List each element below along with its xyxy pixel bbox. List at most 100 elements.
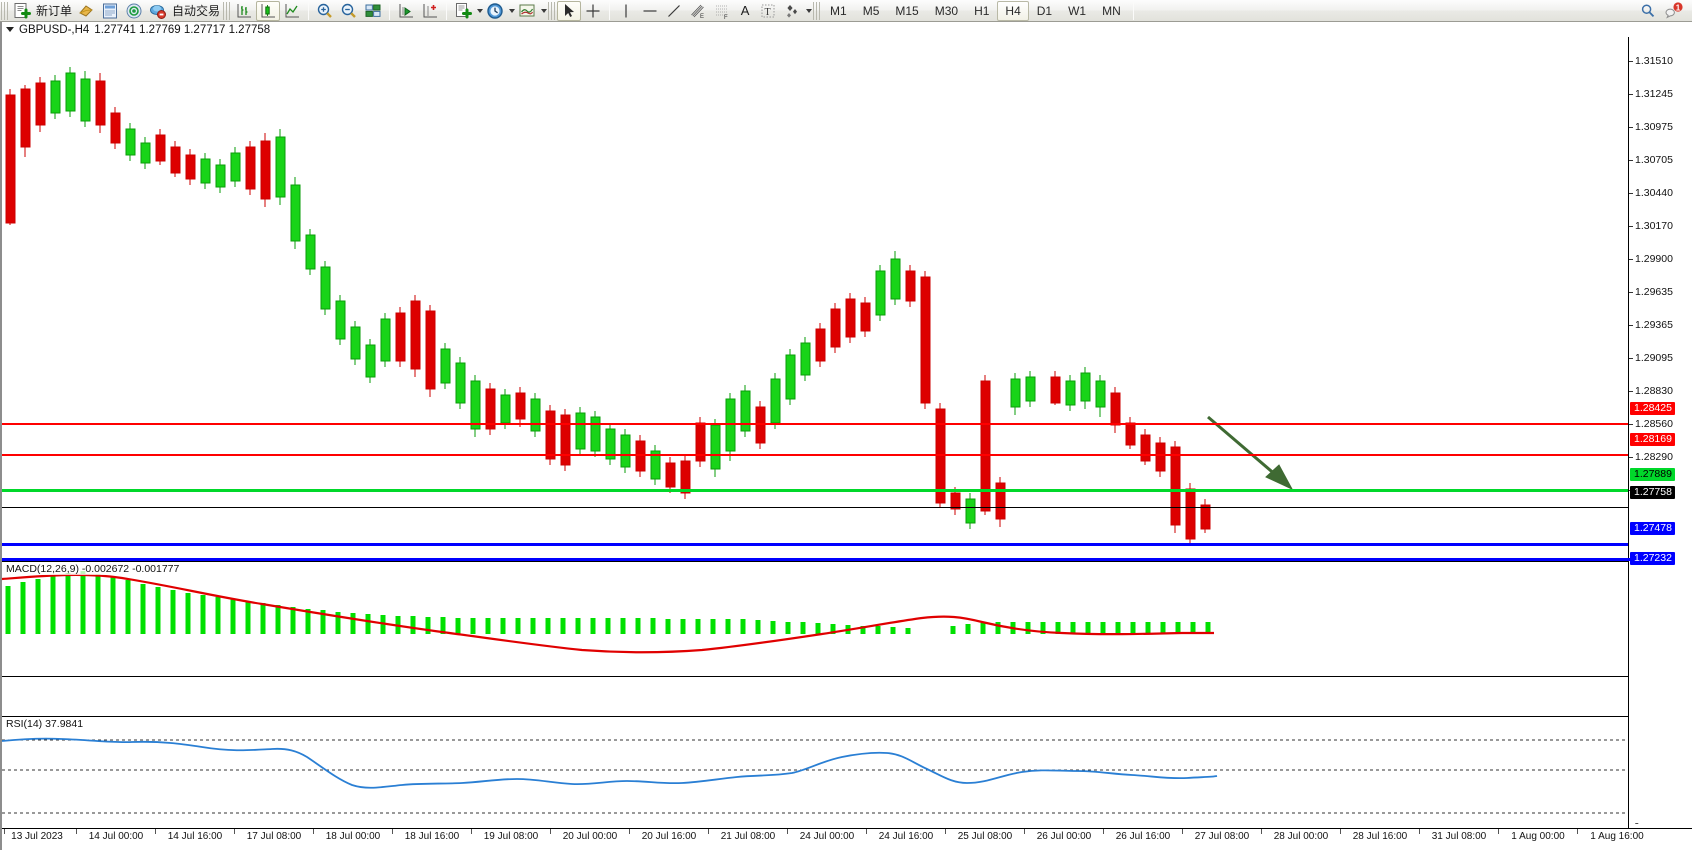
timeframe-h1[interactable]: H1 [974, 3, 990, 18]
timeframe-mn[interactable]: MN [1102, 3, 1121, 18]
chart-window[interactable]: GBPUSD-,H4 1.27741 1.27769 1.27717 1.277… [0, 22, 1692, 850]
chart-menu-caret-icon[interactable] [6, 27, 14, 32]
toolbar-grip-3[interactable] [548, 1, 556, 20]
macd-chart-svg [2, 571, 1214, 654]
indicators-caret-icon[interactable] [477, 8, 484, 13]
templates-caret-icon[interactable] [541, 8, 548, 13]
trendline-button[interactable] [662, 1, 686, 21]
price-label-resistance-1[interactable]: 1.28425 [1630, 402, 1675, 415]
resistance-line-1[interactable] [2, 423, 1630, 425]
expert-advisors-button[interactable] [74, 1, 98, 21]
price-pane[interactable] [2, 37, 1630, 558]
text-icon: A [740, 2, 750, 18]
search-button[interactable] [1636, 1, 1660, 21]
bar-chart-button[interactable] [232, 1, 256, 21]
price-tick-2: 1.30975 [1629, 121, 1673, 133]
periods-clock-icon [487, 2, 503, 19]
periods-button[interactable] [483, 1, 507, 21]
chart-shift-button[interactable] [394, 1, 418, 21]
timeframe-m5[interactable]: M5 [862, 3, 880, 18]
timeframe-m15[interactable]: M15 [895, 3, 919, 18]
time-sep-7 [550, 829, 551, 834]
timeframe-w1[interactable]: W1 [1068, 3, 1087, 18]
time-tick-1: 14 Jul 00:00 [88, 831, 144, 842]
new-order-button[interactable] [10, 1, 34, 21]
macd-title: MACD(12,26,9) -0.002672 -0.001777 [6, 563, 182, 575]
chart-header: GBPUSD-,H4 1.27741 1.27769 1.27717 1.277… [2, 22, 1692, 37]
time-sep-10 [787, 829, 788, 834]
cursor-button[interactable] [557, 0, 582, 21]
price-tick-0: 1.31510 [1629, 55, 1673, 67]
indicators-button[interactable] [451, 1, 475, 21]
toolbar-separator-3 [446, 1, 448, 20]
toolbar-grip[interactable] [1, 1, 8, 20]
price-label-order-1[interactable]: 1.27478 [1630, 522, 1675, 535]
fibonacci-button[interactable]: F [710, 1, 734, 21]
last-price-line [2, 507, 1630, 508]
time-tick-9: 21 Jul 08:00 [720, 831, 776, 842]
shapes-caret-icon[interactable] [806, 8, 813, 13]
periods-caret-icon[interactable] [509, 8, 516, 13]
time-sep-8 [629, 829, 630, 834]
price-label-resistance-2[interactable]: 1.28169 [1630, 433, 1675, 446]
time-tick-3: 17 Jul 08:00 [246, 831, 302, 842]
zoom-in-icon [317, 3, 332, 18]
time-sep-12 [945, 829, 946, 834]
text-label-button[interactable]: T [756, 1, 780, 21]
time-sep-11 [866, 829, 867, 834]
resistance-line-2[interactable] [2, 454, 1630, 456]
order-line-2[interactable] [2, 558, 1630, 561]
zoom-out-button[interactable] [337, 1, 361, 21]
svg-text:T: T [765, 7, 771, 18]
channel-button[interactable]: E [686, 1, 710, 21]
time-scale[interactable]: 13 Jul 2023 14 Jul 00:00 14 Jul 16:00 17… [2, 828, 1692, 850]
shapes-button[interactable] [780, 1, 804, 21]
equidistant-channel-icon: E [691, 4, 704, 20]
toolbar-grip-4[interactable] [813, 1, 821, 20]
price-tick-11: 1.28560 [1629, 418, 1673, 430]
price-tick-6: 1.29900 [1629, 253, 1673, 265]
time-sep-19 [1498, 829, 1499, 834]
rsi-line [2, 737, 1218, 789]
candlestick-chart-icon [261, 3, 276, 17]
crosshair-button[interactable] [581, 1, 605, 21]
trendline-icon [668, 4, 680, 17]
notification-button[interactable]: 1 [1660, 1, 1686, 21]
toolbar-grip-2[interactable] [223, 1, 231, 20]
chart-ohlc-values: 1.27741 1.27769 1.27717 1.27758 [94, 23, 271, 36]
time-sep-6 [471, 829, 472, 834]
timeframe-d1[interactable]: D1 [1036, 3, 1053, 18]
horizontal-line-button[interactable] [638, 1, 662, 21]
price-label-support-1[interactable]: 1.27889 [1630, 468, 1675, 481]
candlestick-chart-button[interactable] [256, 0, 281, 21]
price-label-last-price: 1.27758 [1630, 486, 1675, 499]
line-chart-button[interactable] [280, 1, 304, 21]
text-button[interactable]: A [734, 1, 756, 21]
terminal-button[interactable] [98, 1, 122, 21]
price-scale[interactable]: 1.31510 1.31245 1.30975 1.30705 1.30440 … [1628, 37, 1692, 823]
zoom-in-button[interactable] [313, 1, 337, 21]
market-watch-button[interactable] [122, 1, 146, 21]
macd-pane[interactable]: MACD(12,26,9) -0.002672 -0.001777 [2, 561, 1630, 677]
time-tick-15: 27 Jul 08:00 [1194, 831, 1250, 842]
notification-count: 1 [1676, 3, 1681, 12]
auto-scroll-button[interactable] [418, 1, 442, 21]
timeframe-m30[interactable]: M30 [934, 3, 959, 18]
templates-button[interactable] [515, 1, 539, 21]
tile-windows-button[interactable] [361, 1, 385, 21]
autotrading-button[interactable] [146, 1, 170, 21]
order-line-1[interactable] [2, 543, 1630, 546]
support-line-1[interactable] [2, 489, 1630, 492]
price-label-order-2[interactable]: 1.27232 [1630, 552, 1675, 565]
market-watch-icon [126, 3, 142, 18]
macd-histogram [5, 571, 1211, 634]
rsi-pane[interactable]: RSI(14) 37.9841 [2, 716, 1630, 829]
tile-windows-icon [365, 4, 381, 17]
time-tick-6: 19 Jul 08:00 [483, 831, 539, 842]
vertical-line-button[interactable] [614, 1, 638, 21]
toolbar-separator-4 [609, 1, 611, 20]
timeframe-h4[interactable]: H4 [997, 0, 1029, 21]
svg-text:F: F [724, 15, 728, 20]
timeframe-m1[interactable]: M1 [830, 3, 847, 18]
candlestick-series [5, 67, 1211, 545]
